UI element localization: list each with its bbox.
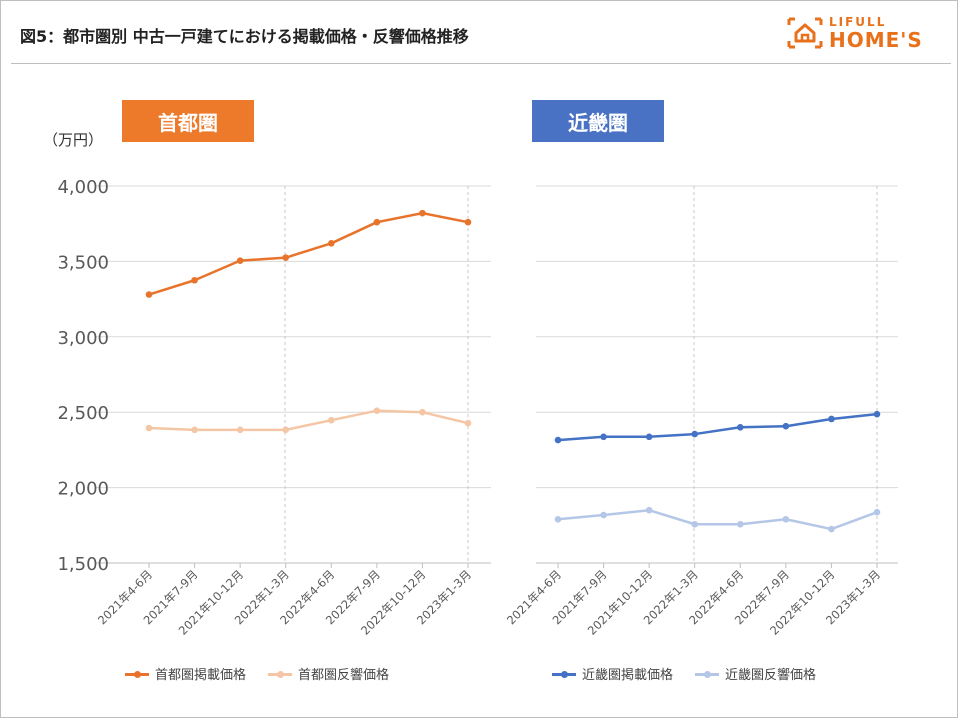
legend-item: 近畿圏掲載価格	[552, 664, 673, 683]
data-point	[191, 426, 198, 434]
legend-kinki: 近畿圏掲載価格 近畿圏反響価格	[552, 664, 816, 683]
data-point	[873, 508, 881, 516]
data-point	[373, 407, 381, 414]
data-point	[736, 520, 744, 528]
y-tick-label: 3,500	[57, 252, 109, 273]
legend-label: 近畿圏掲載価格	[582, 668, 674, 683]
data-point	[736, 423, 744, 431]
data-point	[645, 433, 653, 441]
logo-text-top: LIFULL	[829, 15, 887, 29]
data-point	[782, 422, 790, 430]
data-point	[282, 254, 290, 261]
legend-shutoken: 首都圏掲載価格 首都圏反響価格	[125, 664, 389, 683]
house-logo-icon	[787, 17, 823, 49]
y-tick-label: 2,000	[57, 479, 109, 500]
data-point	[236, 426, 244, 434]
legend-label: 近畿圏反響価格	[725, 668, 817, 683]
data-point	[828, 415, 835, 423]
legend-swatch	[552, 668, 576, 680]
region-label-kinki: 近畿圏	[532, 100, 664, 142]
legend-item: 首都圏反響価格	[268, 664, 389, 683]
data-point	[191, 276, 198, 284]
data-point	[327, 240, 335, 247]
series-line-1-1	[557, 508, 878, 531]
legend-swatch	[268, 668, 293, 680]
data-point	[873, 410, 881, 418]
legend-label: 首都圏反響価格	[298, 668, 390, 683]
series-line-0-1	[148, 409, 469, 432]
legend-swatch	[125, 668, 149, 680]
legend-label: 首都圏掲載価格	[155, 668, 247, 683]
data-point	[645, 506, 653, 514]
legend-swatch	[695, 668, 720, 680]
data-point	[419, 209, 426, 217]
lifull-homes-logo: LIFULL HOME'S	[785, 13, 945, 53]
series-line-1-0	[557, 412, 878, 442]
data-point	[600, 433, 607, 441]
y-tick-label: 2,500	[57, 403, 109, 424]
data-point	[554, 515, 562, 523]
y-axis-unit: （万円）	[43, 131, 104, 149]
data-point	[554, 436, 562, 444]
region-label-shutoken: 首都圏	[122, 100, 254, 142]
series-line-0-0	[148, 211, 469, 296]
data-point	[464, 218, 472, 226]
data-point	[373, 218, 381, 226]
legend-item: 近畿圏反響価格	[695, 664, 816, 683]
header-divider	[11, 63, 951, 64]
data-point	[691, 520, 699, 528]
page-title: 図5：都市圏別 中古一戸建てにおける掲載価格・反響価格推移	[20, 27, 469, 46]
data-point	[419, 408, 426, 416]
y-tick-label: 4,000	[57, 177, 109, 198]
data-point	[600, 511, 607, 519]
y-tick-label: 1,500	[57, 554, 109, 575]
legend-item: 首都圏掲載価格	[125, 664, 246, 683]
data-point	[145, 424, 153, 432]
data-point	[828, 525, 835, 533]
data-point	[464, 419, 472, 427]
data-point	[782, 515, 790, 523]
logo-text-bottom: HOME'S	[829, 28, 923, 52]
data-point	[327, 416, 335, 424]
data-point	[691, 430, 699, 438]
data-point	[282, 426, 290, 434]
y-tick-label: 3,000	[57, 328, 109, 349]
data-point	[145, 291, 153, 298]
data-point	[236, 257, 244, 264]
